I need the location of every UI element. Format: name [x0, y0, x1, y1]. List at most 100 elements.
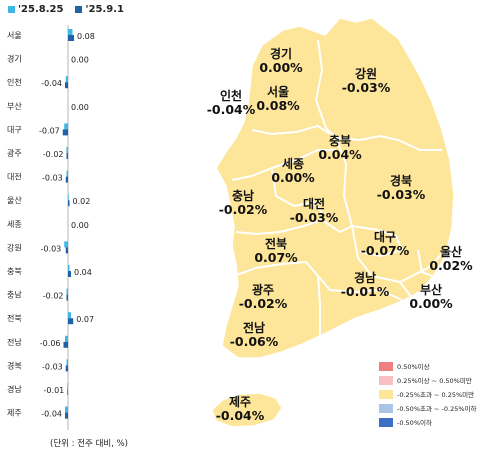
bar-curr: [68, 35, 74, 41]
map-region-name: 강원: [354, 67, 378, 81]
map-region-label: 서울 0.08%: [256, 86, 299, 112]
value-label: -0.03: [41, 244, 62, 253]
bar-prev: [68, 265, 70, 271]
value-label: -0.03: [42, 362, 63, 371]
value-label: -0.07: [39, 126, 60, 135]
category-label: 충북: [7, 267, 22, 276]
category-label: 부산: [7, 101, 22, 111]
map-region-label: 울산 0.02%: [429, 246, 472, 272]
bar-prev: [66, 170, 68, 177]
map-legend-swatch: [379, 375, 393, 385]
bar-prev: [65, 406, 68, 413]
bar-curr: [65, 247, 68, 254]
map-region-value: -0.04%: [215, 407, 265, 423]
bar-prev: [64, 241, 68, 248]
value-label: 0.00: [71, 103, 89, 112]
bar-curr: [65, 412, 68, 419]
value-label: -0.04: [41, 79, 62, 88]
bar-curr: [68, 318, 74, 325]
value-label: 0.07: [76, 315, 94, 324]
map-region-name: 전북: [264, 237, 288, 251]
bar-prev: [65, 335, 68, 342]
map-legend: 0.50%이상 0.25%이상 ~ 0.50%미만 -0.25%초과 ~ 0.2…: [379, 359, 477, 429]
map-region-value: -0.01%: [340, 283, 390, 299]
bar-prev: [66, 359, 68, 366]
map-legend-swatch: [379, 403, 393, 413]
map-legend-label: -0.50%초과 ~ -0.25%이하: [397, 405, 477, 413]
map-region-label: 경남 -0.01%: [341, 272, 390, 298]
legend-text-series-2: '25.9.1: [85, 4, 124, 15]
bar-prev: [66, 147, 68, 153]
map-region-label: 경기 0.00%: [259, 48, 302, 74]
category-label: 대구: [7, 125, 22, 134]
map-legend-row: 0.50%이상: [379, 359, 477, 373]
map-region-name: 경남: [353, 271, 377, 285]
map-region-value: 0.00%: [271, 169, 315, 185]
category-label: 인천: [7, 77, 22, 87]
map-region-label: 제주 -0.04%: [216, 396, 265, 422]
value-label: 0.08: [77, 32, 95, 41]
map-region-value: -0.02%: [238, 295, 288, 311]
map-region-name: 충북: [328, 134, 352, 148]
bar-curr: [63, 341, 68, 348]
category-label: 경기: [7, 54, 22, 64]
map-legend-row: 0.25%이상 ~ 0.50%미만: [379, 373, 477, 387]
category-label: 충남: [7, 291, 22, 300]
map-region-name: 경기: [269, 47, 293, 61]
category-label: 광주: [7, 148, 22, 158]
category-label: 경남: [7, 384, 22, 394]
bar-prev: [68, 312, 71, 319]
category-label: 강원: [7, 242, 22, 252]
map-region-name: 부산: [419, 283, 443, 297]
value-label: -0.02: [43, 292, 64, 301]
map-legend-swatch: [379, 417, 393, 427]
bar-prev: [68, 194, 69, 201]
legend-item-series-2: '25.9.1: [75, 4, 124, 15]
bar-curr: [67, 389, 68, 395]
map-region-name: 대전: [302, 197, 326, 211]
category-label: 울산: [7, 195, 22, 205]
map-region-name: 울산: [439, 245, 463, 259]
map-region-value: -0.03%: [341, 79, 391, 95]
category-label: 전남: [7, 337, 22, 347]
map-region-value: 0.04%: [318, 146, 362, 162]
legend-swatch-series-2: [75, 5, 83, 13]
map-region-name: 충남: [231, 189, 255, 203]
value-label: 0.02: [73, 197, 91, 206]
bar-prev: [65, 76, 68, 83]
map-region-value: 0.00%: [409, 295, 453, 311]
korea-map: [211, 17, 455, 428]
map-region-name: 인천: [219, 89, 243, 103]
bar-prev: [66, 288, 68, 295]
map-region-name: 제주: [228, 395, 252, 409]
map-region-value: 0.02%: [429, 257, 473, 273]
bar-prev: [68, 29, 73, 35]
map-legend-row: -0.50%초과 ~ -0.25%이하: [379, 401, 477, 415]
map-legend-label: -0.50%이하: [397, 419, 432, 427]
value-label: -0.02: [43, 150, 64, 159]
bar-prev: [67, 383, 68, 389]
bar-curr: [66, 294, 68, 301]
category-label: 서울: [7, 31, 22, 40]
map-region-name: 광주: [251, 283, 275, 297]
map-region-value: -0.03%: [289, 209, 339, 225]
bar-curr: [66, 153, 68, 159]
map-region-name: 경북: [389, 174, 413, 188]
map-legend-row: -0.50%이하: [379, 415, 477, 429]
map-region-label: 광주 -0.02%: [239, 284, 288, 310]
value-label: 0.00: [71, 221, 89, 230]
bar-curr: [68, 271, 71, 277]
map-legend-label: 0.50%이상: [397, 363, 430, 371]
region-bar-chart: 서울 0.08 경기 0.00 인천 -0.04 부산 0.00 대구 -0.07 광주 -0.02 대…: [7, 25, 95, 430]
category-label: 대전: [7, 172, 22, 182]
map-region-name: 서울: [266, 85, 290, 99]
category-label: 세종: [7, 220, 22, 229]
map-region-label: 충북 0.04%: [318, 135, 361, 161]
map-region-label: 충남 -0.02%: [219, 190, 268, 216]
value-label: -0.03: [42, 174, 63, 183]
bar-curr: [62, 129, 68, 136]
map-legend-row: -0.25%초과 ~ 0.25%미만: [379, 387, 477, 401]
value-label: 0.04: [74, 268, 92, 277]
map-region-label: 전남 -0.06%: [230, 322, 279, 348]
